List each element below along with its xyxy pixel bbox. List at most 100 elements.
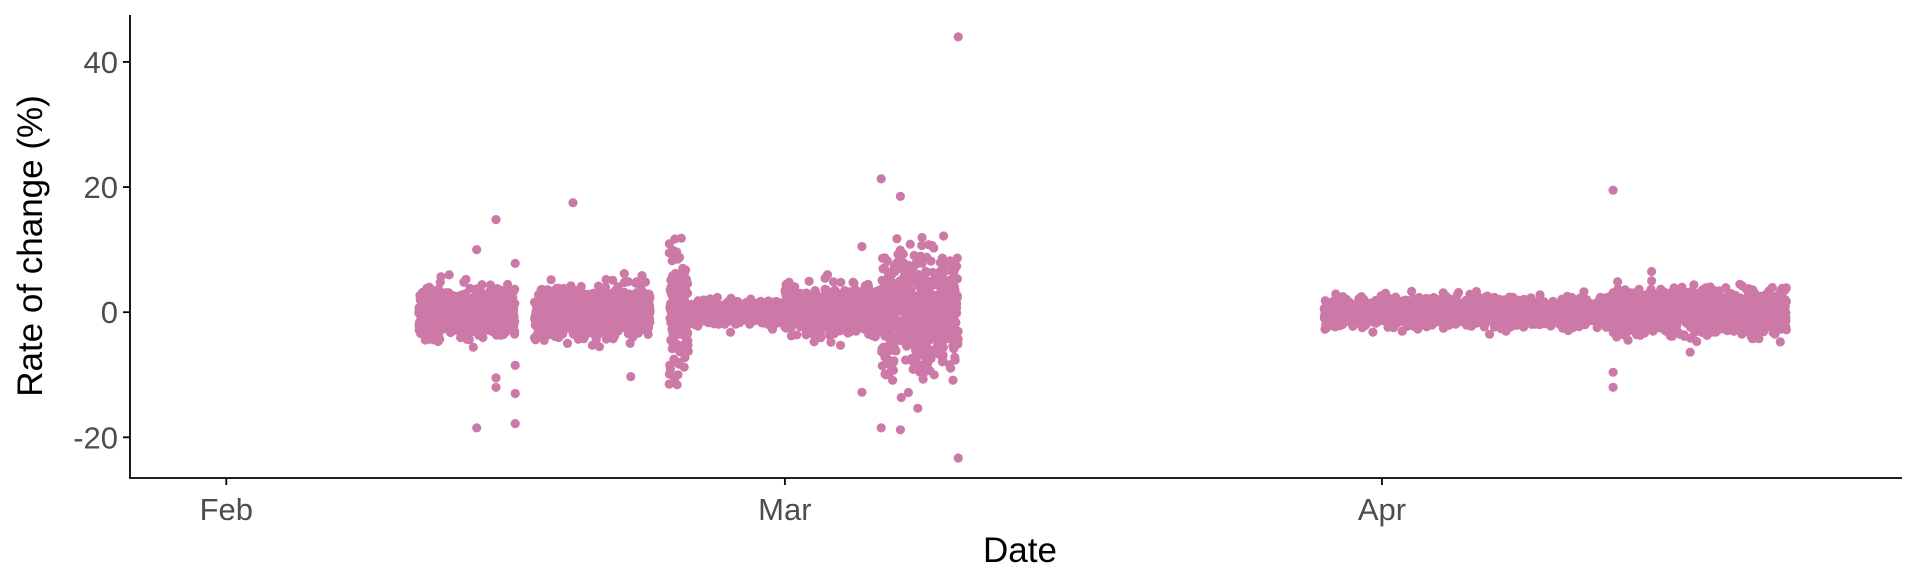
data-point <box>485 286 495 296</box>
data-point <box>945 305 955 315</box>
data-point <box>693 304 703 315</box>
data-point <box>414 325 424 335</box>
data-point <box>459 277 469 287</box>
data-point <box>621 312 631 322</box>
data-point <box>496 311 506 321</box>
data-point <box>667 271 678 281</box>
data-point <box>922 252 932 262</box>
data-point <box>540 311 550 321</box>
data-point <box>795 308 805 318</box>
data-point <box>767 324 778 334</box>
data-point <box>953 339 963 349</box>
data-point <box>507 293 517 303</box>
data-point <box>638 309 648 319</box>
data-point <box>937 253 948 263</box>
data-point <box>503 279 513 290</box>
data-point <box>848 306 859 316</box>
data-point <box>429 301 439 311</box>
data-point <box>926 314 936 324</box>
data-point <box>867 312 877 322</box>
data-point <box>636 283 646 293</box>
data-point <box>883 273 893 283</box>
data-point <box>587 340 598 350</box>
data-point <box>608 312 619 322</box>
data-point <box>444 270 454 280</box>
data-point <box>938 350 948 360</box>
data-point <box>672 358 682 368</box>
data-point <box>468 301 478 311</box>
data-point <box>863 279 873 289</box>
data-point <box>422 323 432 333</box>
data-point <box>510 317 520 327</box>
data-points <box>414 32 1791 463</box>
data-point <box>905 300 915 310</box>
data-point <box>733 303 743 313</box>
data-point <box>880 298 890 308</box>
data-point <box>553 319 563 329</box>
data-point <box>822 270 833 280</box>
data-point <box>888 302 898 312</box>
data-point <box>838 291 848 301</box>
data-point <box>922 322 932 332</box>
data-point <box>427 292 437 302</box>
data-point <box>817 296 827 306</box>
data-point <box>623 277 633 287</box>
data-point <box>950 352 960 362</box>
data-point <box>928 267 938 277</box>
data-point <box>599 322 609 332</box>
data-point <box>891 258 902 268</box>
data-point <box>494 303 504 313</box>
data-point <box>798 317 809 327</box>
data-point <box>924 335 935 345</box>
data-point <box>913 345 923 355</box>
data-point <box>719 300 730 310</box>
data-point <box>665 364 676 374</box>
data-point <box>491 295 501 305</box>
data-point <box>598 284 608 294</box>
data-point <box>804 276 814 286</box>
data-point <box>749 302 759 312</box>
data-point <box>904 327 914 337</box>
data-point <box>438 294 449 304</box>
data-point <box>608 275 618 285</box>
data-point <box>478 312 488 322</box>
data-point <box>857 308 867 318</box>
data-point <box>929 298 939 308</box>
data-point <box>936 284 946 294</box>
data-point <box>883 359 893 369</box>
data-point <box>914 303 924 313</box>
data-point <box>619 269 629 279</box>
data-point <box>785 297 795 307</box>
data-point <box>888 375 898 385</box>
data-point <box>939 231 949 241</box>
data-point <box>644 301 655 311</box>
data-point <box>913 403 923 413</box>
data-point <box>826 337 836 347</box>
data-point <box>950 273 960 283</box>
data-point <box>856 287 866 297</box>
data-point <box>835 340 846 350</box>
data-point <box>909 250 919 261</box>
data-point <box>895 245 905 255</box>
data-point <box>562 338 573 348</box>
data-point <box>952 253 962 263</box>
data-point <box>896 304 906 314</box>
data-point <box>720 319 730 329</box>
data-point <box>536 285 546 295</box>
data-point <box>929 243 939 253</box>
data-point <box>460 289 470 300</box>
data-point <box>792 330 802 340</box>
data-point <box>948 375 958 385</box>
data-point <box>635 297 645 307</box>
data-point <box>918 374 928 384</box>
data-point <box>444 288 454 298</box>
data-point <box>804 296 814 306</box>
data-point <box>447 325 457 335</box>
data-point <box>535 301 545 311</box>
data-point <box>925 366 935 376</box>
data-point <box>953 326 963 337</box>
data-point <box>868 288 878 298</box>
data-point <box>454 312 464 322</box>
data-point <box>786 283 797 293</box>
data-point <box>867 327 877 337</box>
